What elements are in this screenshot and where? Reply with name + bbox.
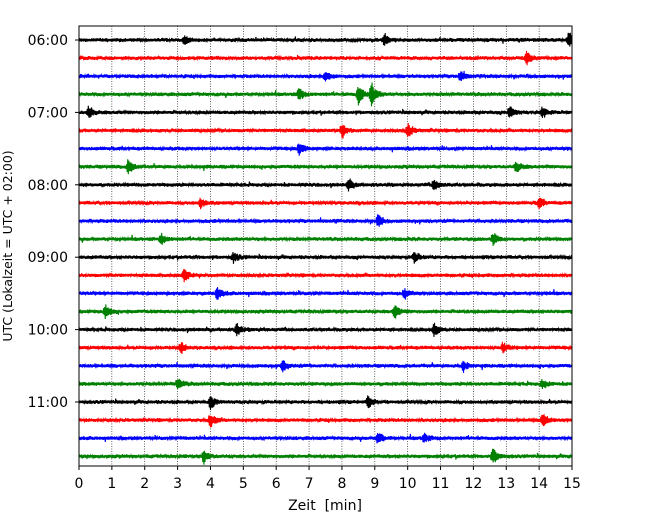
y-axis-ticks: 06:00 07:00 08:00 09:00 10:00 11:00 <box>28 33 79 411</box>
x-tick-label-6: 6 <box>272 476 281 492</box>
x-tick-label-1: 1 <box>107 476 116 492</box>
vertical-grid <box>111 26 540 466</box>
trace-1115 <box>78 414 573 428</box>
x-tick-label-13: 13 <box>497 476 515 492</box>
trace-0745 <box>78 159 573 175</box>
trace-1100 <box>78 395 573 411</box>
trace-0645 <box>78 82 573 107</box>
x-tick-label-15: 15 <box>563 476 581 492</box>
trace-1130 <box>78 432 573 444</box>
trace-1045 <box>78 378 573 390</box>
trace-0915 <box>78 269 573 283</box>
x-axis-ticks: 0 1 2 3 4 5 6 7 8 9 10 11 12 13 14 15 <box>75 466 581 492</box>
trace-0945 <box>78 304 573 319</box>
y-tick-label-0800: 08:00 <box>28 178 68 194</box>
x-tick-label-14: 14 <box>530 476 548 492</box>
trace-1000 <box>78 322 573 337</box>
x-tick-label-0: 0 <box>75 476 84 492</box>
x-tick-label-7: 7 <box>305 476 314 492</box>
y-tick-label-0600: 06:00 <box>28 33 68 49</box>
y-axis-title: UTC (Lokalzeit = UTC + 02:00) <box>0 150 15 341</box>
x-tick-label-11: 11 <box>432 476 450 492</box>
x-axis-title: Zeit [min] <box>288 498 362 514</box>
trace-0900 <box>78 252 573 264</box>
x-tick-label-12: 12 <box>464 476 482 492</box>
x-tick-label-4: 4 <box>206 476 215 492</box>
y-tick-label-0900: 09:00 <box>28 250 68 266</box>
x-tick-label-2: 2 <box>140 476 149 492</box>
trace-0715 <box>78 123 573 139</box>
trace-0830 <box>78 214 573 227</box>
trace-0600 <box>78 32 573 47</box>
plot-frame <box>78 25 573 467</box>
x-tick-label-3: 3 <box>173 476 182 492</box>
y-tick-label-1100: 11:00 <box>28 395 68 411</box>
trace-0730 <box>78 143 573 156</box>
trace-0615 <box>78 50 573 66</box>
trace-0930 <box>78 287 573 300</box>
trace-0630 <box>78 70 573 82</box>
x-tick-label-8: 8 <box>337 476 346 492</box>
trace-1145 <box>78 448 573 465</box>
y-tick-label-1000: 10:00 <box>28 323 68 339</box>
trace-0800 <box>78 178 573 192</box>
y-tick-label-0700: 07:00 <box>28 105 68 121</box>
trace-1015 <box>78 341 573 354</box>
trace-0815 <box>78 197 573 210</box>
trace-0700 <box>78 105 573 118</box>
trace-1030 <box>78 360 573 373</box>
x-tick-label-5: 5 <box>239 476 248 492</box>
x-tick-label-10: 10 <box>399 476 417 492</box>
seismic-traces <box>78 32 573 465</box>
x-tick-label-9: 9 <box>370 476 379 492</box>
trace-0845 <box>78 232 573 246</box>
